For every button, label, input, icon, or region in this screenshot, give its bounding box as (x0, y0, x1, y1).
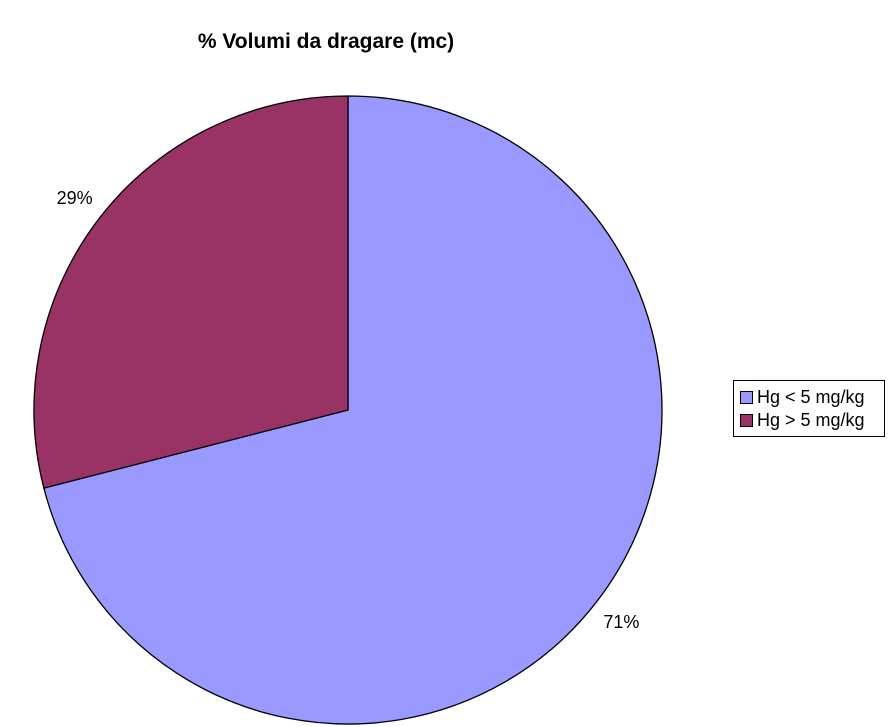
legend: Hg < 5 mg/kg Hg > 5 mg/kg (733, 380, 885, 437)
legend-swatch-hg-above-5 (740, 414, 753, 427)
legend-label-hg-above-5: Hg > 5 mg/kg (757, 410, 865, 430)
data-label-2: 29% (57, 188, 93, 208)
pie-slice-1 (43, 95, 663, 725)
legend-swatch-hg-below-5 (740, 391, 753, 404)
chart-title: % Volumi da dragare (mc) (197, 30, 455, 53)
pie-slice-2 (33, 95, 349, 489)
legend-item-hg-below-5: Hg < 5 mg/kg (740, 386, 884, 409)
legend-item-hg-above-5: Hg > 5 mg/kg (740, 409, 884, 432)
data-label-1: 71% (603, 612, 639, 632)
legend-label-hg-below-5: Hg < 5 mg/kg (757, 387, 865, 407)
